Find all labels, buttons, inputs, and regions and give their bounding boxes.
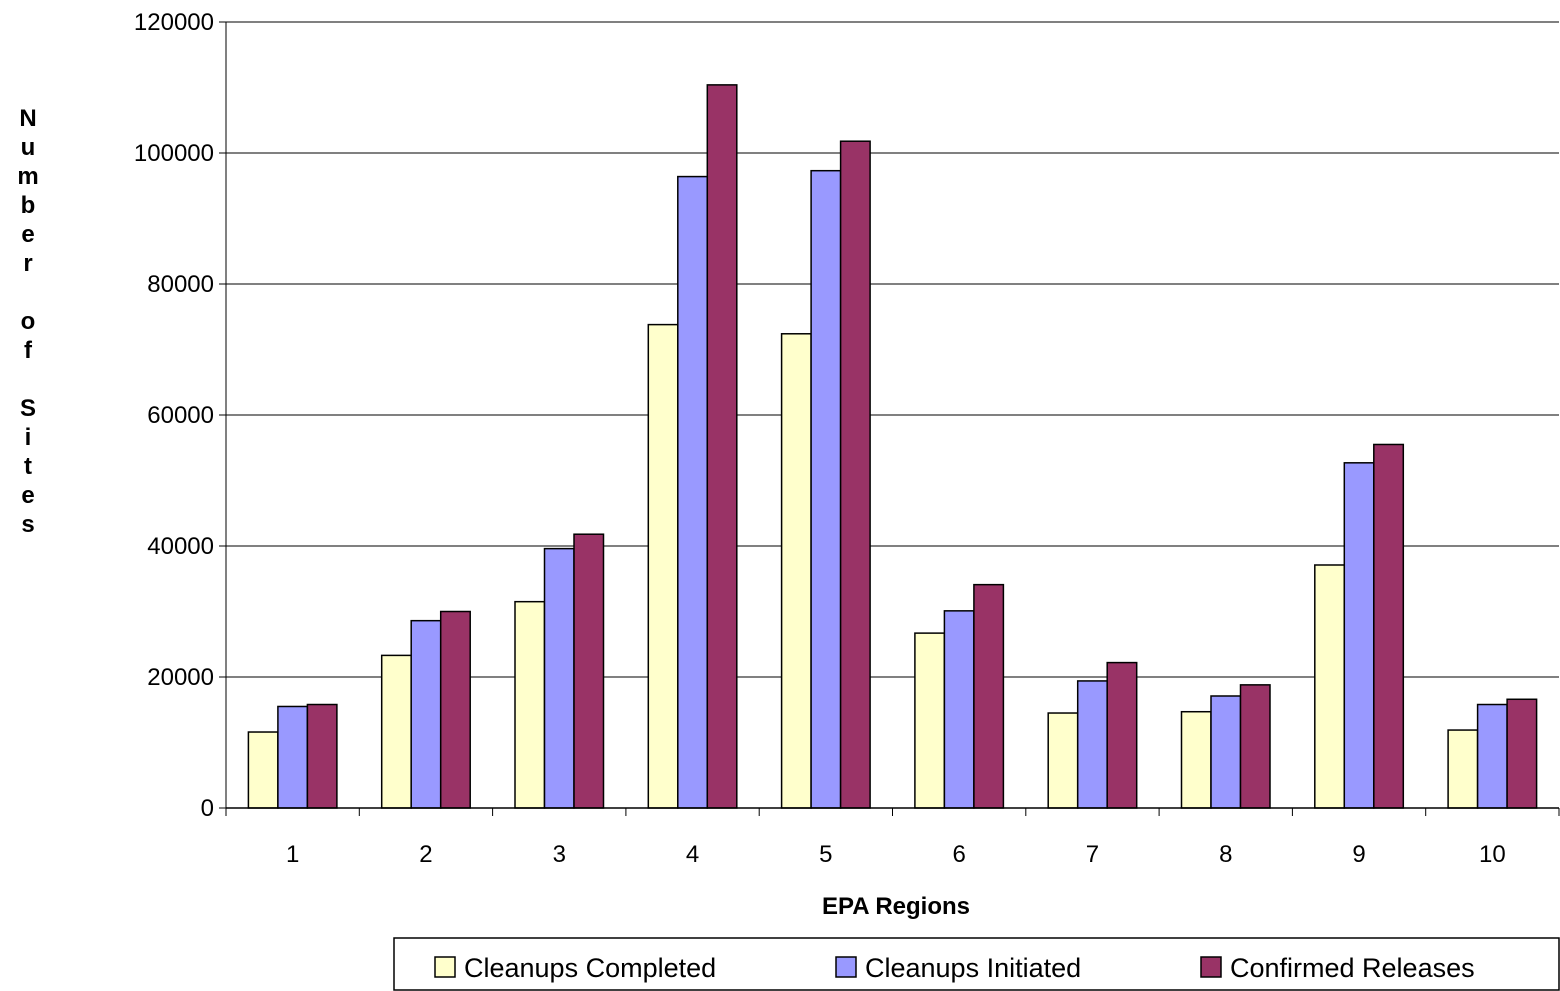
legend-label: Cleanups Initiated xyxy=(865,953,1081,983)
bar xyxy=(1076,680,1108,809)
bar xyxy=(306,703,338,809)
bars xyxy=(247,84,1538,809)
legend-label: Confirmed Releases xyxy=(1230,953,1475,983)
bar xyxy=(943,610,975,809)
x-tick-label: 7 xyxy=(1086,841,1099,868)
legend-swatch xyxy=(835,956,857,978)
x-tick-label: 10 xyxy=(1479,841,1506,868)
bar xyxy=(1447,729,1479,809)
bar xyxy=(1047,712,1079,809)
bar xyxy=(410,619,442,809)
x-tick-label: 9 xyxy=(1352,841,1365,868)
x-tick-label: 5 xyxy=(819,841,832,868)
legend-swatch xyxy=(1200,956,1222,978)
bar xyxy=(1373,443,1405,809)
bar xyxy=(1314,564,1346,809)
x-tick-label: 1 xyxy=(286,841,299,868)
x-axis-ticks: 1 2 3 4 5 6 7 8 9 10 xyxy=(225,808,1560,868)
y-tick-label: 20000 xyxy=(147,664,214,691)
bar xyxy=(543,547,575,809)
bar xyxy=(1210,695,1242,809)
bar xyxy=(839,140,871,809)
bar xyxy=(1506,698,1538,809)
y-tick-label: 120000 xyxy=(134,9,214,36)
bar xyxy=(706,84,738,809)
bar xyxy=(780,333,812,809)
bar xyxy=(810,169,842,809)
legend-swatch xyxy=(434,956,456,978)
bar xyxy=(914,632,946,809)
x-tick-label: 4 xyxy=(686,841,699,868)
legend-box xyxy=(393,937,1560,991)
x-tick-label: 6 xyxy=(952,841,965,868)
x-tick-label: 8 xyxy=(1219,841,1232,868)
y-axis-ticks: 0 20000 40000 60000 80000 100000 120000 xyxy=(134,9,226,822)
bar xyxy=(677,175,709,809)
legend-label: Cleanups Completed xyxy=(464,953,716,983)
bar xyxy=(247,731,279,809)
bar xyxy=(380,654,412,809)
bar xyxy=(1239,684,1271,809)
bar xyxy=(1180,710,1212,809)
bar xyxy=(439,610,471,809)
x-axis-title: EPA Regions xyxy=(822,893,970,920)
bar xyxy=(973,583,1005,809)
bar xyxy=(514,600,546,809)
y-tick-label: 80000 xyxy=(147,271,214,298)
bar xyxy=(573,533,605,809)
x-tick-label: 3 xyxy=(553,841,566,868)
bar xyxy=(1343,462,1375,809)
bar xyxy=(1106,661,1138,809)
y-tick-label: 40000 xyxy=(147,533,214,560)
bar xyxy=(647,323,679,809)
y-tick-label: 60000 xyxy=(147,402,214,429)
bar xyxy=(277,705,309,809)
legend: Cleanups Completed Cleanups Initiated Conf… xyxy=(393,937,1560,991)
y-tick-label: 100000 xyxy=(134,140,214,167)
y-tick-label: 0 xyxy=(201,795,214,822)
x-tick-label: 2 xyxy=(419,841,432,868)
bar xyxy=(1476,703,1508,809)
